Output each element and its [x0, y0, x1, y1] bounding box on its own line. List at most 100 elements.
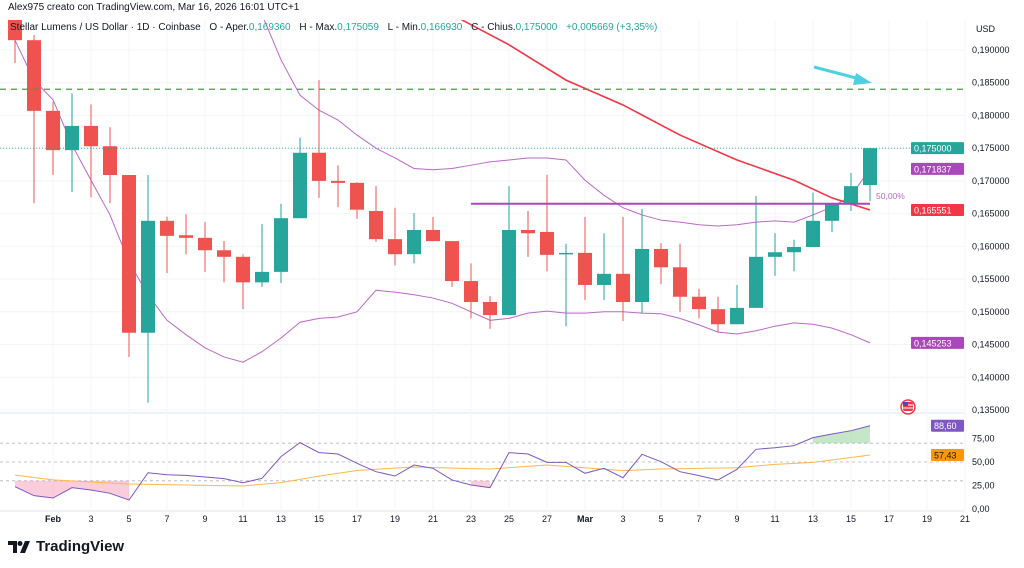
- time-tick-label: 9: [734, 514, 739, 524]
- candle-body: [616, 273, 630, 302]
- candle-body: [160, 220, 174, 236]
- last-price-label-bg: [911, 142, 964, 155]
- candle-body: [502, 229, 516, 316]
- price-tick-label: 0,160000: [972, 241, 1010, 251]
- candle-body: [711, 309, 725, 325]
- candle-body: [521, 229, 535, 234]
- candle-body: [768, 252, 782, 257]
- candle-body: [27, 40, 41, 111]
- candle: [293, 137, 307, 219]
- time-tick-label: 3: [620, 514, 625, 524]
- time-tick-label: 9: [202, 514, 207, 524]
- time-tick-label: 5: [126, 514, 131, 524]
- candle-body: [692, 296, 706, 310]
- candle-body: [84, 125, 98, 147]
- time-tick-label: 25: [504, 514, 514, 524]
- axes[interactable]: 0,190000 0,185000 0,180000 0,175000 0,170000…: [45, 45, 1010, 524]
- currency-label: USD: [976, 24, 996, 34]
- symbol-legend[interactable]: Stellar Lumens / US Dollar · 1D · Coinba…: [10, 22, 657, 33]
- us-flag-event-icon[interactable]: [900, 399, 916, 415]
- rsi-oversold-fill: [15, 480, 129, 500]
- price-tick-label: 0,145000: [972, 340, 1010, 350]
- candle-body: [635, 248, 649, 302]
- candle: [217, 241, 231, 283]
- candle-body: [65, 125, 79, 151]
- ma-label-bg: [911, 204, 964, 217]
- lower-band-label-bg: [911, 336, 964, 349]
- candle-body: [559, 252, 573, 255]
- candle-body: [578, 252, 592, 285]
- candle: [179, 214, 193, 255]
- open-label: O - Aper.: [209, 22, 249, 33]
- time-tick-label: 13: [276, 514, 286, 524]
- candle: [236, 254, 250, 310]
- symbol-name: Stellar Lumens / US Dollar · 1D · Coinba…: [10, 22, 201, 33]
- candle: [616, 216, 630, 321]
- candle: [654, 243, 668, 285]
- candle-body: [863, 148, 877, 186]
- rsi-tick-label: 75,00: [972, 434, 995, 444]
- tradingview-logo[interactable]: TradingView: [8, 538, 124, 555]
- rsi-tick-label: 25,00: [972, 481, 995, 491]
- candle-body: [825, 203, 839, 221]
- candle: [521, 211, 535, 257]
- candle-body: [654, 248, 668, 268]
- candle-body: [103, 146, 117, 176]
- upper-band-line: [263, 20, 871, 227]
- price-tick-label: 0,150000: [972, 307, 1010, 317]
- candle: [787, 239, 801, 272]
- candle-body: [806, 220, 820, 248]
- moving-average-line: [460, 20, 871, 211]
- change-value: +0,005669 (+3,35%): [566, 22, 658, 33]
- candle: [597, 233, 611, 301]
- candle: [8, 20, 22, 64]
- fib-50-label: 50,00%: [876, 191, 905, 201]
- time-tick-label: 5: [658, 514, 663, 524]
- candle: [103, 127, 117, 204]
- candle: [407, 212, 421, 264]
- candle: [445, 241, 459, 287]
- candle-body: [8, 20, 22, 41]
- time-tick-label: 7: [164, 514, 169, 524]
- time-tick-label: 3: [88, 514, 93, 524]
- ma-label: 0,165551: [914, 206, 952, 216]
- chart-credit: Alex975 creato con TradingView.com, Mar …: [8, 2, 300, 13]
- candle-body: [388, 239, 402, 255]
- rsi-panel[interactable]: [0, 425, 965, 501]
- low-label: L - Min.: [387, 22, 421, 33]
- lower-band-line: [14, 39, 871, 363]
- candle: [502, 186, 516, 316]
- price-tick-label: 0,170000: [972, 176, 1010, 186]
- price-tick-label: 0,155000: [972, 274, 1010, 284]
- rsi-ma-label-bg: [931, 449, 964, 462]
- candle: [84, 104, 98, 198]
- rsi-ma-line: [14, 454, 871, 487]
- candle-body: [369, 211, 383, 240]
- rsi-tick-label: 0,00: [972, 504, 990, 514]
- arrow-annotation[interactable]: [813, 65, 872, 85]
- rsi-value-label: 88,60: [934, 421, 957, 431]
- time-tick-label: 15: [314, 514, 324, 524]
- candle: [464, 263, 478, 319]
- rsi-overbought-fill: [813, 425, 870, 444]
- rsi-ma-label: 57,43: [934, 451, 957, 461]
- candle-body: [122, 175, 136, 333]
- candle: [483, 296, 497, 329]
- candle: [274, 203, 288, 284]
- price-tick-label: 0,165000: [972, 209, 1010, 219]
- candle: [46, 101, 60, 176]
- candle-body: [331, 180, 345, 183]
- time-tick-label: 19: [390, 514, 400, 524]
- candle: [312, 80, 326, 198]
- tradingview-logo-text: TradingView: [36, 538, 125, 555]
- candle: [711, 296, 725, 333]
- candle: [540, 175, 554, 272]
- candle-body: [293, 152, 307, 219]
- candle: [692, 288, 706, 319]
- time-tick-label: 11: [238, 514, 247, 524]
- candle-body: [255, 271, 269, 283]
- price-tick-label: 0,135000: [972, 405, 1010, 415]
- candle-body: [274, 218, 288, 272]
- candle: [122, 175, 136, 357]
